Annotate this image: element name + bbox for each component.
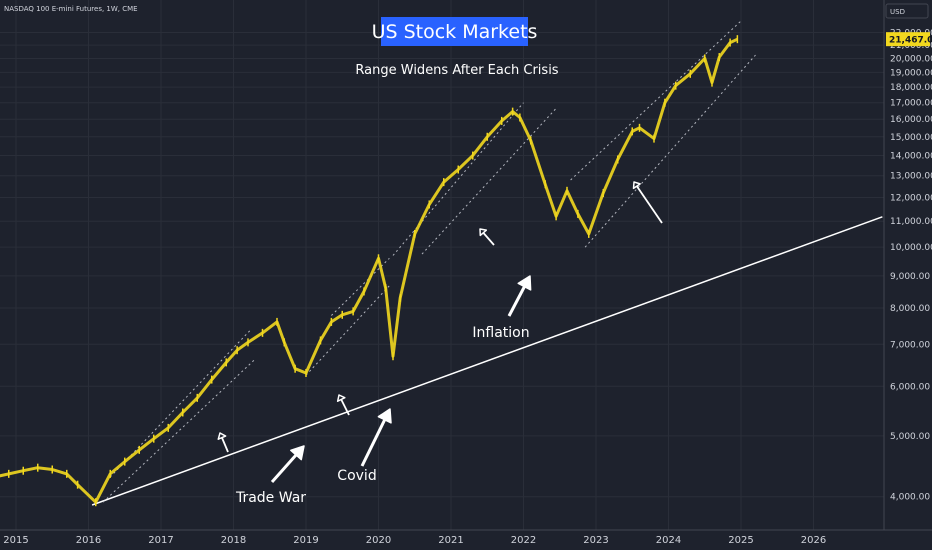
y-tick-label: 13,000.00 [890,172,932,182]
y-tick-label: 9,000.00 [890,272,930,282]
x-tick-label: 2019 [293,535,318,546]
y-tick-label: 19,000.00 [890,68,932,78]
y-tick-label: 15,000.00 [890,133,932,143]
x-tick-label: 2015 [3,535,28,546]
annotation-trade-war: Trade War [235,490,306,506]
trendlines [91,20,883,506]
last-price-badge-bg [886,32,930,47]
y-tick-label: 6,000.00 [890,382,930,392]
y-tick-label: 11,000.00 [890,217,932,227]
annotation-arrow-shaft [340,399,350,416]
annotation-arrow-shaft [482,232,495,246]
annotation-covid: Covid [337,468,376,484]
annotation-arrow-head [479,228,488,237]
chart-title: US Stock Markets [372,21,538,43]
last-price-value: 21,467.00 [889,36,932,46]
chart-subtitle: Range Widens After Each Crisis [355,63,558,78]
y-tick-label: 7,000.00 [890,340,930,350]
currency-selector[interactable]: USD [885,3,929,19]
y-tick-label: 18,000.00 [890,83,932,93]
x-tick-label: 2026 [801,535,826,546]
currency-selector-bg[interactable] [885,3,929,19]
y-tick-label: 5,000.00 [890,432,930,442]
annotation-arrow-shaft [507,285,526,317]
title-background [381,17,528,46]
price-series [0,35,739,507]
x-tick-label: 2022 [511,535,536,546]
x-tick-label: 2021 [438,535,463,546]
y-tick-label: 10,000.00 [890,243,932,253]
annotation-arrow-shaft [221,437,229,453]
y-tick-label: 16,000.00 [890,115,932,125]
annotation-arrow-head [377,408,392,424]
annotation-inflation: Inflation [472,325,529,341]
channel-line [305,285,390,376]
annotation-arrow-head [290,445,305,461]
channel-line [109,328,252,478]
channel-line [570,20,742,181]
y-tick-label: 4,000.00 [890,493,930,503]
y-tick-label: 8,000.00 [890,304,930,314]
x-tick-label: 2025 [728,535,753,546]
annotation-arrow-head [336,394,346,403]
y-tick-label: 20,000.00 [890,54,932,64]
annotation-arrows [217,181,663,483]
last-price-badge: 21,467.00 [886,32,932,47]
x-tick-label: 2024 [656,535,681,546]
x-tick-label: 2017 [148,535,173,546]
channel-line [331,257,390,316]
grid [0,0,884,530]
y-tick-label: 14,000.00 [890,152,932,162]
x-tick-label: 2023 [583,535,608,546]
channel-line [392,102,524,256]
annotation-arrow-shaft [270,453,298,483]
y-tick-label: 12,000.00 [890,194,932,204]
annotation-arrow-head [217,432,227,440]
annotation-arrow-shaft [360,419,387,467]
x-tick-label: 2018 [221,535,246,546]
x-tick-label: 2020 [366,535,391,546]
annotation-arrow-head [517,275,532,291]
x-axis-labels: 2015 2016 2017 2018 2019 2020 2021 2022 2023 2024… [3,535,826,546]
price-axis-bg [884,0,932,550]
y-tick-label: 17,000.00 [890,99,932,109]
annotation-arrow-shaft [636,185,663,224]
currency-label[interactable]: USD [890,8,905,16]
symbol-label: NASDAQ 100 E-mini Futures, 1W, CME [4,5,138,13]
x-tick-label: 2016 [76,535,101,546]
support-trendline [91,216,883,506]
annotation-arrow-head [632,181,641,190]
channel-line [421,108,557,255]
